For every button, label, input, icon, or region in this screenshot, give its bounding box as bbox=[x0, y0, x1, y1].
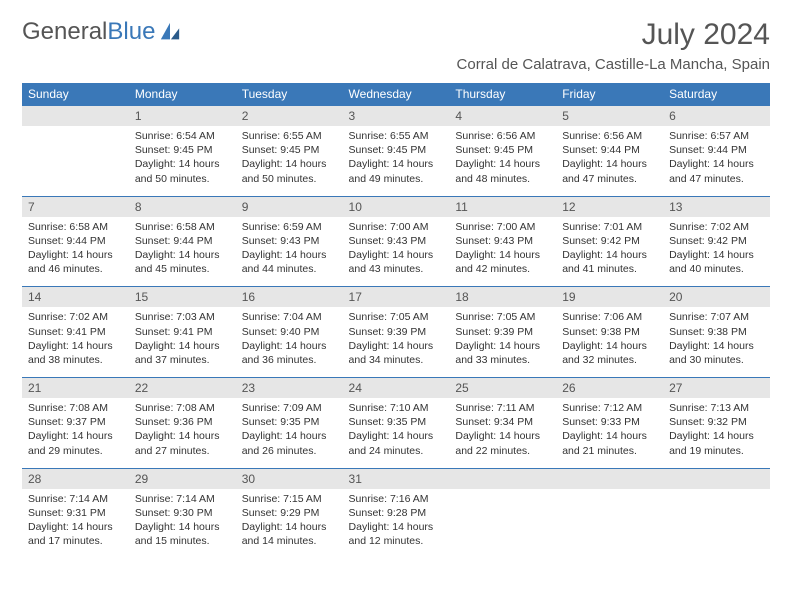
day-cell: Sunrise: 7:04 AMSunset: 9:40 PMDaylight:… bbox=[236, 307, 343, 377]
daynum-row: 78910111213 bbox=[22, 196, 770, 217]
day-number: 1 bbox=[129, 106, 236, 127]
day-number: 15 bbox=[129, 287, 236, 308]
day-number: 23 bbox=[236, 378, 343, 399]
day-cell bbox=[449, 489, 556, 559]
day-header: Sunday bbox=[22, 83, 129, 106]
day-cell: Sunrise: 7:12 AMSunset: 9:33 PMDaylight:… bbox=[556, 398, 663, 468]
day-number: 4 bbox=[449, 106, 556, 127]
calendar-table: SundayMondayTuesdayWednesdayThursdayFrid… bbox=[22, 83, 770, 558]
daynum-row: 21222324252627 bbox=[22, 378, 770, 399]
day-cell bbox=[22, 126, 129, 196]
day-number: 31 bbox=[343, 468, 450, 489]
content-row: Sunrise: 6:58 AMSunset: 9:44 PMDaylight:… bbox=[22, 217, 770, 287]
day-cell: Sunrise: 6:56 AMSunset: 9:45 PMDaylight:… bbox=[449, 126, 556, 196]
day-cell: Sunrise: 7:05 AMSunset: 9:39 PMDaylight:… bbox=[343, 307, 450, 377]
header: GeneralBlue July 2024 Corral de Calatrav… bbox=[22, 18, 770, 73]
daynum-row: 28293031 bbox=[22, 468, 770, 489]
day-number: 9 bbox=[236, 196, 343, 217]
day-cell: Sunrise: 7:01 AMSunset: 9:42 PMDaylight:… bbox=[556, 217, 663, 287]
day-number: 13 bbox=[663, 196, 770, 217]
day-cell: Sunrise: 7:15 AMSunset: 9:29 PMDaylight:… bbox=[236, 489, 343, 559]
day-cell: Sunrise: 7:08 AMSunset: 9:37 PMDaylight:… bbox=[22, 398, 129, 468]
logo-word1: General bbox=[22, 18, 107, 45]
day-cell: Sunrise: 7:16 AMSunset: 9:28 PMDaylight:… bbox=[343, 489, 450, 559]
day-cell: Sunrise: 7:11 AMSunset: 9:34 PMDaylight:… bbox=[449, 398, 556, 468]
day-number bbox=[449, 468, 556, 489]
location-text: Corral de Calatrava, Castille-La Mancha,… bbox=[457, 56, 770, 73]
day-cell bbox=[663, 489, 770, 559]
day-cell: Sunrise: 7:14 AMSunset: 9:31 PMDaylight:… bbox=[22, 489, 129, 559]
day-number bbox=[22, 106, 129, 127]
day-header: Wednesday bbox=[343, 83, 450, 106]
day-number: 21 bbox=[22, 378, 129, 399]
sail-icon bbox=[159, 21, 181, 43]
day-cell: Sunrise: 7:05 AMSunset: 9:39 PMDaylight:… bbox=[449, 307, 556, 377]
day-number: 20 bbox=[663, 287, 770, 308]
content-row: Sunrise: 6:54 AMSunset: 9:45 PMDaylight:… bbox=[22, 126, 770, 196]
day-number: 14 bbox=[22, 287, 129, 308]
day-header: Saturday bbox=[663, 83, 770, 106]
day-number: 5 bbox=[556, 106, 663, 127]
day-number bbox=[556, 468, 663, 489]
day-number: 30 bbox=[236, 468, 343, 489]
day-number: 7 bbox=[22, 196, 129, 217]
content-row: Sunrise: 7:08 AMSunset: 9:37 PMDaylight:… bbox=[22, 398, 770, 468]
day-cell: Sunrise: 7:09 AMSunset: 9:35 PMDaylight:… bbox=[236, 398, 343, 468]
day-header: Monday bbox=[129, 83, 236, 106]
day-number: 8 bbox=[129, 196, 236, 217]
daynum-row: 14151617181920 bbox=[22, 287, 770, 308]
day-cell: Sunrise: 6:54 AMSunset: 9:45 PMDaylight:… bbox=[129, 126, 236, 196]
day-cell: Sunrise: 7:00 AMSunset: 9:43 PMDaylight:… bbox=[343, 217, 450, 287]
day-number: 12 bbox=[556, 196, 663, 217]
day-number: 3 bbox=[343, 106, 450, 127]
day-number: 19 bbox=[556, 287, 663, 308]
day-cell: Sunrise: 6:57 AMSunset: 9:44 PMDaylight:… bbox=[663, 126, 770, 196]
day-number: 22 bbox=[129, 378, 236, 399]
day-cell bbox=[556, 489, 663, 559]
day-cell: Sunrise: 6:58 AMSunset: 9:44 PMDaylight:… bbox=[22, 217, 129, 287]
day-number: 16 bbox=[236, 287, 343, 308]
day-number: 6 bbox=[663, 106, 770, 127]
day-header: Tuesday bbox=[236, 83, 343, 106]
day-cell: Sunrise: 7:02 AMSunset: 9:41 PMDaylight:… bbox=[22, 307, 129, 377]
day-cell: Sunrise: 6:55 AMSunset: 9:45 PMDaylight:… bbox=[343, 126, 450, 196]
day-cell: Sunrise: 7:10 AMSunset: 9:35 PMDaylight:… bbox=[343, 398, 450, 468]
day-number: 10 bbox=[343, 196, 450, 217]
day-number: 28 bbox=[22, 468, 129, 489]
day-number: 29 bbox=[129, 468, 236, 489]
daynum-row: 123456 bbox=[22, 106, 770, 127]
day-number: 11 bbox=[449, 196, 556, 217]
day-cell: Sunrise: 7:02 AMSunset: 9:42 PMDaylight:… bbox=[663, 217, 770, 287]
logo-text: GeneralBlue bbox=[22, 18, 155, 46]
day-cell: Sunrise: 7:00 AMSunset: 9:43 PMDaylight:… bbox=[449, 217, 556, 287]
title-block: July 2024 Corral de Calatrava, Castille-… bbox=[457, 18, 770, 73]
day-header: Friday bbox=[556, 83, 663, 106]
logo-word2: Blue bbox=[107, 18, 155, 45]
content-row: Sunrise: 7:14 AMSunset: 9:31 PMDaylight:… bbox=[22, 489, 770, 559]
day-number: 24 bbox=[343, 378, 450, 399]
day-header-row: SundayMondayTuesdayWednesdayThursdayFrid… bbox=[22, 83, 770, 106]
day-cell: Sunrise: 7:03 AMSunset: 9:41 PMDaylight:… bbox=[129, 307, 236, 377]
day-number: 27 bbox=[663, 378, 770, 399]
day-number: 18 bbox=[449, 287, 556, 308]
day-cell: Sunrise: 7:14 AMSunset: 9:30 PMDaylight:… bbox=[129, 489, 236, 559]
day-cell: Sunrise: 7:08 AMSunset: 9:36 PMDaylight:… bbox=[129, 398, 236, 468]
day-cell: Sunrise: 6:56 AMSunset: 9:44 PMDaylight:… bbox=[556, 126, 663, 196]
day-header: Thursday bbox=[449, 83, 556, 106]
day-number: 26 bbox=[556, 378, 663, 399]
day-number: 25 bbox=[449, 378, 556, 399]
month-title: July 2024 bbox=[457, 18, 770, 52]
day-cell: Sunrise: 7:07 AMSunset: 9:38 PMDaylight:… bbox=[663, 307, 770, 377]
day-cell: Sunrise: 7:06 AMSunset: 9:38 PMDaylight:… bbox=[556, 307, 663, 377]
day-number: 2 bbox=[236, 106, 343, 127]
content-row: Sunrise: 7:02 AMSunset: 9:41 PMDaylight:… bbox=[22, 307, 770, 377]
day-cell: Sunrise: 7:13 AMSunset: 9:32 PMDaylight:… bbox=[663, 398, 770, 468]
logo: GeneralBlue bbox=[22, 18, 181, 46]
day-cell: Sunrise: 6:59 AMSunset: 9:43 PMDaylight:… bbox=[236, 217, 343, 287]
day-number: 17 bbox=[343, 287, 450, 308]
day-number bbox=[663, 468, 770, 489]
day-cell: Sunrise: 6:55 AMSunset: 9:45 PMDaylight:… bbox=[236, 126, 343, 196]
day-cell: Sunrise: 6:58 AMSunset: 9:44 PMDaylight:… bbox=[129, 217, 236, 287]
